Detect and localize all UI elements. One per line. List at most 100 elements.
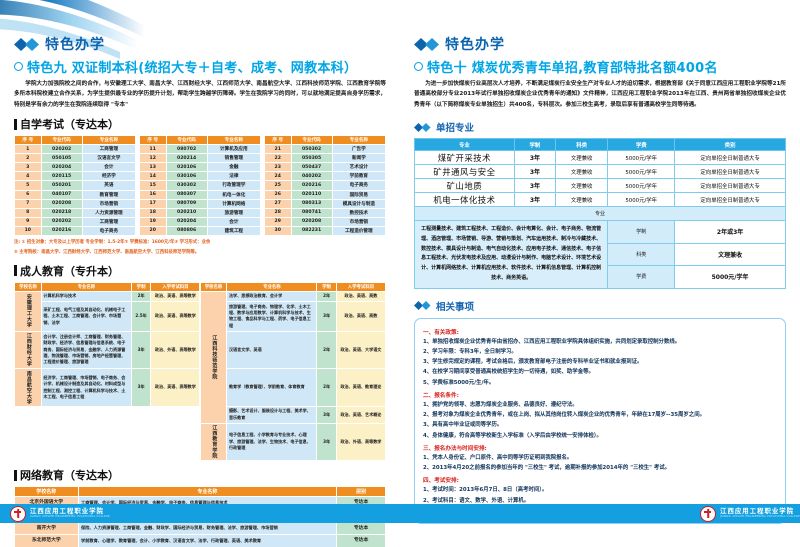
- section-heading-text: 特色办学: [445, 37, 505, 53]
- zhao-type: 定向单招全日制普通大专: [674, 178, 786, 194]
- net-edu-title-text: 网络教育（专达本）: [20, 469, 119, 483]
- zhao-meta-value: 文理兼收: [674, 242, 786, 267]
- notice-item: 2、报考对象为煤炭企业优秀青年，或在上岗、拟从其他岗位转入煤炭企业的优秀青年，年…: [423, 412, 705, 419]
- adult-edu-school: 安徽理工大学: [14, 290, 42, 332]
- footer-college-name-en: JIANGXI APPLIED ENGINEERING VOCATIONAL C…: [30, 515, 110, 519]
- self-study-code: 020210: [165, 207, 208, 218]
- table-row: 学费 5000元/学年: [415, 265, 786, 289]
- self-study-index: 17: [138, 198, 167, 209]
- zhao-col-header: 学费: [607, 138, 676, 152]
- table-row: 东北师范大学 学前教育、心理学、教育管理、会计、小学教育、汉语言文学、法学、行政管…: [14, 534, 386, 547]
- notice-item: 3、具有高中毕业证或同等学历。: [423, 422, 503, 429]
- zhao-category: 文理兼收: [555, 164, 609, 180]
- self-study-code: 030302: [165, 180, 208, 191]
- self-study-index: 1: [14, 144, 42, 155]
- zhao-years: 3年: [513, 150, 557, 166]
- left-page: 特色办学 特色九 双证制本科(统招大专＋自考、成考、网教本科） 学院大力加强院校…: [0, 0, 400, 547]
- adult-edu-years: 2年: [316, 368, 337, 407]
- adult-edu-col-header: 学校名称: [14, 281, 42, 292]
- footer-college-name: 江西应用工程职业学院: [720, 507, 795, 516]
- right-page: 特色办学 特色十 煤炭优秀青年单招,教育部特批名额400名 为进一步加快煤炭行业…: [400, 0, 800, 547]
- notice-section-heading: 相关事项: [414, 299, 786, 313]
- zhao-major: 矿山地质: [414, 178, 515, 194]
- column-gap: [260, 180, 265, 190]
- self-study-code: 080702: [165, 144, 208, 155]
- net-edu-title: 网络教育（专达本）: [14, 467, 386, 483]
- table-row: 9 020202 工商管理 19 020204 会计 29 020208 市场营销: [14, 216, 387, 227]
- notice-item: 2、学习年限：专科3年，全日制学习。: [423, 348, 517, 355]
- adult-edu-subjects: 政治、英语、高数: [335, 301, 387, 332]
- self-study-col-header: 专业代码: [40, 135, 83, 146]
- self-study-major: 学前教育: [331, 171, 387, 182]
- column-gap: [135, 217, 140, 227]
- left-intro-paragraph: 学院大力加强院校之间的合作，与安徽理工大学、南昌大学、江西财经大学、江西师范大学…: [14, 81, 386, 108]
- self-study-code: 020204: [165, 216, 208, 227]
- zhao-meta-value: 2年或3年: [674, 220, 786, 244]
- self-study-major: 建筑工程: [206, 225, 261, 236]
- left-feature-title: 特色九 双证制本科(统招大专＋自考、成考、网教本科）: [14, 57, 386, 76]
- self-study-index: 8: [14, 207, 42, 218]
- table-row: 矿井通风与安全 3年 文理兼收 5000元/学年 定向单招全日制普通大专: [414, 164, 786, 180]
- table-row: 摄影、艺术设计、服装设计与工程、美术学、音乐教育 3年 政治、英语、艺术概论: [14, 405, 387, 424]
- zhao-major: 矿井通风与安全: [414, 164, 515, 180]
- left-footer-bar: 江西应用工程职业学院 JIANGXI APPLIED ENGINEERING V…: [0, 504, 400, 523]
- college-emblem-icon: [10, 505, 26, 522]
- self-study-index: 18: [138, 207, 167, 218]
- right-feature-title: 特色十 煤炭优秀青年单招,教育部特批名额400名: [414, 57, 786, 76]
- college-logo: 江西应用工程职业学院 JIANGXI APPLIED ENGINEERING V…: [10, 505, 110, 522]
- self-study-col-header: 序 号: [14, 135, 42, 146]
- self-study-major: 电子商务: [331, 180, 387, 191]
- zhao-type: 定向单招全日制普通大专: [674, 192, 786, 208]
- table-row: 机电一体化技术 3年 文理兼收 5000元/学年 定向单招全日制普通大专: [414, 192, 786, 208]
- self-study-major: 机电一体化: [206, 189, 261, 200]
- self-study-index: 16: [138, 189, 167, 200]
- title-bar-marker: [14, 118, 17, 130]
- self-study-index: 20: [138, 225, 167, 236]
- empty-cell: [14, 423, 200, 461]
- adult-edu-years: 3年: [130, 330, 152, 370]
- section-heading-text: 特色办学: [45, 37, 105, 53]
- adult-edu-major: 汉语言文学、英语: [226, 330, 318, 370]
- self-study-title-text: 自学考试（专达本）: [20, 118, 119, 132]
- zhao-major-list: 工程测量技术、建筑工程技术、工程造价、会计电算化、会计、电子商务、物流管理、酒店…: [413, 220, 609, 289]
- zhao-category: 文理兼收: [555, 178, 609, 194]
- column-gap: [135, 180, 140, 190]
- self-study-col-header: 专业名称: [81, 135, 136, 146]
- table-row: 3 020204 会计 13 020106 金融 23 050437 艺术设计: [14, 162, 387, 173]
- self-study-code: 080741: [290, 207, 333, 218]
- notice-item: 2、考试科目：语文、数学、外语、计算机。: [423, 497, 530, 504]
- adult-edu-major: 教育学（教育管理）、学前教育、体育教育: [226, 368, 318, 407]
- net-edu-col-header: 层别: [336, 486, 386, 498]
- notice-item: 1、考试时间：2013年6月7日、8日（高考时间）。: [423, 487, 548, 494]
- zhao-col-header: 专业: [414, 138, 515, 152]
- table-header-row: 学校名称 专业名称 层别: [14, 486, 386, 498]
- notice-box: 一、有关政策: 1、单独招收煤炭企业优秀青年由省招办、江西应用工程职业学院具体组织…: [414, 317, 786, 525]
- adult-edu-subjects: 政治、英语、高等数学: [150, 368, 201, 407]
- zhao-fee: 5000元/学年: [607, 164, 676, 180]
- self-study-index: 5: [14, 180, 42, 191]
- self-study-major: 市场营销: [81, 198, 136, 209]
- adult-edu-col-header: 学制: [316, 281, 337, 292]
- column-gap: [135, 135, 140, 145]
- notice-item: 1、拥护党的领导、志愿为煤炭企业服务、品德良好、遵纪守法。: [423, 401, 578, 408]
- net-edu-col-header: 学校名称: [14, 486, 79, 498]
- adult-edu-school: 南昌航空大学: [14, 368, 42, 407]
- zhao-category: 文理兼收: [555, 150, 609, 166]
- net-edu-col-header: 专业名称: [77, 486, 338, 498]
- self-study-col-header: 专业名称: [331, 135, 387, 146]
- table-row: 南开大学 保险、人力资源管理、工商管理、金融、财政学、国际经济与贸易、财务管理、法…: [14, 521, 386, 536]
- column-gap: [260, 217, 265, 227]
- self-study-major: 销售管理: [206, 153, 261, 164]
- notice-item: 3、学生修完规定的课程，考试合格后，颁发教育部电子注册的专科毕业证书和就业报到证…: [423, 359, 643, 366]
- self-study-index: 19: [138, 216, 167, 227]
- self-study-major: 英语: [81, 180, 136, 191]
- self-study-code: 050437: [290, 162, 333, 173]
- adult-edu-title-text: 成人教育（专升本）: [20, 264, 119, 278]
- table-row: 科类 文理兼收: [415, 242, 786, 267]
- self-study-major: 旅游管理: [206, 207, 261, 218]
- self-study-index: 22: [263, 153, 292, 164]
- notice-item: 1、单独招收煤炭企业优秀青年由省招办、江西应用工程职业学院具体组织实施，共同划定…: [423, 338, 681, 345]
- zhao-section-heading: 单招专业: [414, 120, 786, 134]
- adult-edu-subjects: 政治、外语、高等数学: [150, 330, 201, 370]
- self-study-code: 020115: [40, 171, 83, 182]
